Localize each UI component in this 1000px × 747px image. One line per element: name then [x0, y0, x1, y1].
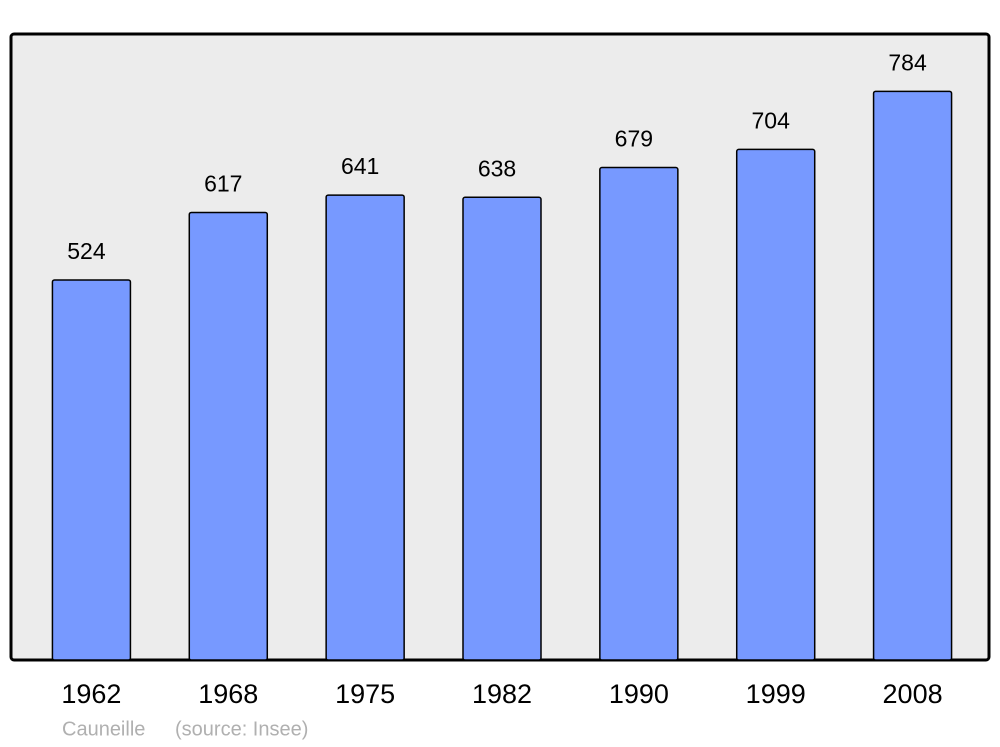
x-tick-label: 1982 — [472, 679, 532, 709]
bar — [188, 211, 269, 661]
bar — [735, 148, 816, 661]
x-tick-label: 1975 — [335, 679, 395, 709]
value-label: 524 — [67, 238, 106, 264]
bar — [462, 196, 542, 661]
place-name: Cauneille — [62, 718, 145, 740]
x-tick-label: 1962 — [61, 679, 121, 709]
value-label: 641 — [341, 153, 379, 179]
value-label: 784 — [888, 49, 927, 75]
x-tick-label: 2008 — [883, 679, 943, 709]
x-tick-label: 1999 — [746, 679, 806, 709]
value-label: 617 — [204, 171, 242, 197]
x-tick-label: 1990 — [609, 679, 669, 709]
value-label: 638 — [478, 155, 516, 181]
source-note: (source: Insee) — [175, 718, 308, 740]
bar — [599, 166, 679, 661]
bar — [325, 194, 405, 661]
bar — [51, 279, 132, 661]
bar — [872, 90, 953, 661]
value-label: 704 — [752, 107, 791, 133]
value-label: 679 — [615, 126, 653, 152]
x-tick-label: 1968 — [198, 679, 258, 709]
